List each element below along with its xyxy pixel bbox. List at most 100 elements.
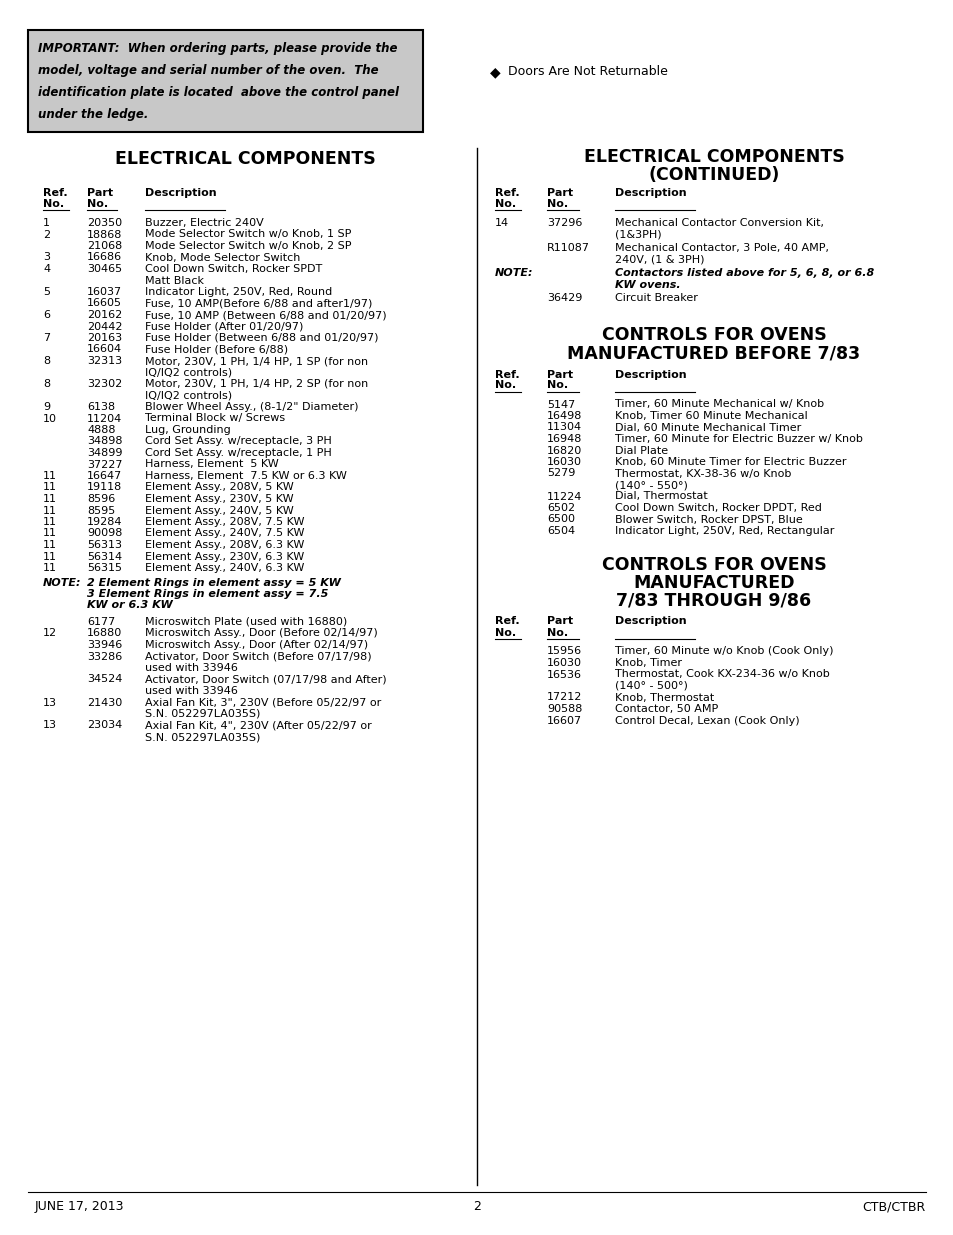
Text: Lug, Grounding: Lug, Grounding bbox=[145, 425, 231, 435]
Text: model, voltage and serial number of the oven.  The: model, voltage and serial number of the … bbox=[38, 64, 378, 77]
Text: Blower Wheel Assy., (8-1/2" Diameter): Blower Wheel Assy., (8-1/2" Diameter) bbox=[145, 403, 358, 412]
Text: Fuse Holder (Before 6/88): Fuse Holder (Before 6/88) bbox=[145, 345, 288, 354]
Text: 12: 12 bbox=[43, 629, 57, 638]
Text: 20163: 20163 bbox=[87, 333, 122, 343]
Text: 3: 3 bbox=[43, 252, 50, 263]
Text: Matt Black: Matt Black bbox=[145, 275, 204, 285]
Text: 5147: 5147 bbox=[546, 399, 575, 410]
Text: 56314: 56314 bbox=[87, 552, 122, 562]
Text: 16686: 16686 bbox=[87, 252, 122, 263]
Text: Indicator Light, 250V, Red, Round: Indicator Light, 250V, Red, Round bbox=[145, 287, 332, 296]
Text: 6138: 6138 bbox=[87, 403, 115, 412]
Text: 13: 13 bbox=[43, 698, 57, 708]
Text: No.: No. bbox=[87, 199, 108, 209]
Text: No.: No. bbox=[43, 199, 64, 209]
Text: 3 Element Rings in element assy = 7.5: 3 Element Rings in element assy = 7.5 bbox=[87, 589, 328, 599]
Text: Cord Set Assy. w/receptacle, 1 PH: Cord Set Assy. w/receptacle, 1 PH bbox=[145, 448, 332, 458]
Text: Contactor, 50 AMP: Contactor, 50 AMP bbox=[615, 704, 718, 714]
Text: Doors Are Not Returnable: Doors Are Not Returnable bbox=[507, 65, 667, 78]
Text: 11: 11 bbox=[43, 540, 57, 550]
Text: KW or 6.3 KW: KW or 6.3 KW bbox=[87, 600, 172, 610]
Text: 16880: 16880 bbox=[87, 629, 122, 638]
Text: Timer, 60 Minute w/o Knob (Cook Only): Timer, 60 Minute w/o Knob (Cook Only) bbox=[615, 646, 833, 657]
Text: 11: 11 bbox=[43, 563, 57, 573]
Text: 20162: 20162 bbox=[87, 310, 122, 320]
Text: Knob, Timer: Knob, Timer bbox=[615, 658, 681, 668]
Text: Dial, 60 Minute Mechanical Timer: Dial, 60 Minute Mechanical Timer bbox=[615, 422, 801, 432]
Text: ◆: ◆ bbox=[490, 65, 500, 79]
Text: 34524: 34524 bbox=[87, 674, 122, 684]
Text: 16030: 16030 bbox=[546, 457, 581, 467]
Text: 6500: 6500 bbox=[546, 515, 575, 525]
Text: 21430: 21430 bbox=[87, 698, 122, 708]
Text: 16820: 16820 bbox=[546, 446, 581, 456]
Text: 17212: 17212 bbox=[546, 693, 581, 703]
Text: Dial Plate: Dial Plate bbox=[615, 446, 667, 456]
Text: Element Assy., 240V, 5 KW: Element Assy., 240V, 5 KW bbox=[145, 505, 294, 515]
Text: Ref.: Ref. bbox=[495, 188, 519, 198]
Text: Description: Description bbox=[615, 369, 686, 379]
Text: 11204: 11204 bbox=[87, 414, 122, 424]
Text: 4: 4 bbox=[43, 264, 51, 274]
Text: Element Assy., 230V, 5 KW: Element Assy., 230V, 5 KW bbox=[145, 494, 294, 504]
Text: Knob, 60 Minute Timer for Electric Buzzer: Knob, 60 Minute Timer for Electric Buzze… bbox=[615, 457, 845, 467]
Text: Harness, Element  5 KW: Harness, Element 5 KW bbox=[145, 459, 278, 469]
Text: Ref.: Ref. bbox=[495, 616, 519, 626]
Text: 33946: 33946 bbox=[87, 640, 122, 650]
Text: Element Assy., 208V, 7.5 KW: Element Assy., 208V, 7.5 KW bbox=[145, 517, 304, 527]
Text: Element Assy., 230V, 6.3 KW: Element Assy., 230V, 6.3 KW bbox=[145, 552, 304, 562]
Text: 11: 11 bbox=[43, 552, 57, 562]
Text: R11087: R11087 bbox=[546, 243, 589, 253]
Text: Description: Description bbox=[615, 188, 686, 198]
Text: ELECTRICAL COMPONENTS: ELECTRICAL COMPONENTS bbox=[114, 149, 375, 168]
Text: 90098: 90098 bbox=[87, 529, 122, 538]
Text: 36429: 36429 bbox=[546, 293, 581, 303]
Text: 16948: 16948 bbox=[546, 433, 581, 445]
Text: Ref.: Ref. bbox=[43, 188, 68, 198]
Text: 37296: 37296 bbox=[546, 219, 581, 228]
Text: used with 33946: used with 33946 bbox=[145, 685, 237, 697]
Text: 8595: 8595 bbox=[87, 505, 115, 515]
Text: Ref.: Ref. bbox=[495, 369, 519, 379]
Text: JUNE 17, 2013: JUNE 17, 2013 bbox=[35, 1200, 125, 1213]
Bar bbox=[28, 30, 422, 132]
Text: No.: No. bbox=[546, 627, 568, 637]
Text: 18868: 18868 bbox=[87, 230, 122, 240]
Text: 21068: 21068 bbox=[87, 241, 122, 251]
Text: Microswitch Assy., Door (Before 02/14/97): Microswitch Assy., Door (Before 02/14/97… bbox=[145, 629, 377, 638]
Text: Part: Part bbox=[546, 616, 573, 626]
Text: S.N. 052297LA035S): S.N. 052297LA035S) bbox=[145, 709, 260, 719]
Text: Part: Part bbox=[546, 188, 573, 198]
Text: Terminal Block w/ Screws: Terminal Block w/ Screws bbox=[145, 414, 285, 424]
Text: 1: 1 bbox=[43, 219, 50, 228]
Text: Motor, 230V, 1 PH, 1/4 HP, 1 SP (for non: Motor, 230V, 1 PH, 1/4 HP, 1 SP (for non bbox=[145, 356, 368, 366]
Text: Blower Switch, Rocker DPST, Blue: Blower Switch, Rocker DPST, Blue bbox=[615, 515, 801, 525]
Text: Dial, Thermostat: Dial, Thermostat bbox=[615, 492, 707, 501]
Text: Fuse Holder (After 01/20/97): Fuse Holder (After 01/20/97) bbox=[145, 321, 303, 331]
Text: 16037: 16037 bbox=[87, 287, 122, 296]
Text: CTB/CTBR: CTB/CTBR bbox=[862, 1200, 925, 1213]
Text: 30465: 30465 bbox=[87, 264, 122, 274]
Text: Motor, 230V, 1 PH, 1/4 HP, 2 SP (for non: Motor, 230V, 1 PH, 1/4 HP, 2 SP (for non bbox=[145, 379, 368, 389]
Text: Knob, Timer 60 Minute Mechanical: Knob, Timer 60 Minute Mechanical bbox=[615, 411, 807, 421]
Text: ELECTRICAL COMPONENTS: ELECTRICAL COMPONENTS bbox=[583, 148, 843, 165]
Text: identification plate is located  above the control panel: identification plate is located above th… bbox=[38, 86, 398, 99]
Text: Element Assy., 240V, 6.3 KW: Element Assy., 240V, 6.3 KW bbox=[145, 563, 304, 573]
Text: 6502: 6502 bbox=[546, 503, 575, 513]
Text: 14: 14 bbox=[495, 219, 509, 228]
Text: 37227: 37227 bbox=[87, 459, 122, 469]
Text: (1&3PH): (1&3PH) bbox=[615, 230, 661, 240]
Text: under the ledge.: under the ledge. bbox=[38, 107, 149, 121]
Text: 9: 9 bbox=[43, 403, 51, 412]
Text: 56313: 56313 bbox=[87, 540, 122, 550]
Text: Element Assy., 208V, 6.3 KW: Element Assy., 208V, 6.3 KW bbox=[145, 540, 304, 550]
Text: 6: 6 bbox=[43, 310, 50, 320]
Text: Part: Part bbox=[87, 188, 113, 198]
Text: 16607: 16607 bbox=[546, 715, 581, 725]
Text: Indicator Light, 250V, Red, Rectangular: Indicator Light, 250V, Red, Rectangular bbox=[615, 526, 834, 536]
Text: 56315: 56315 bbox=[87, 563, 122, 573]
Text: 16604: 16604 bbox=[87, 345, 122, 354]
Text: Circuit Breaker: Circuit Breaker bbox=[615, 293, 698, 303]
Text: 2 Element Rings in element assy = 5 KW: 2 Element Rings in element assy = 5 KW bbox=[87, 578, 340, 588]
Text: No.: No. bbox=[546, 380, 568, 390]
